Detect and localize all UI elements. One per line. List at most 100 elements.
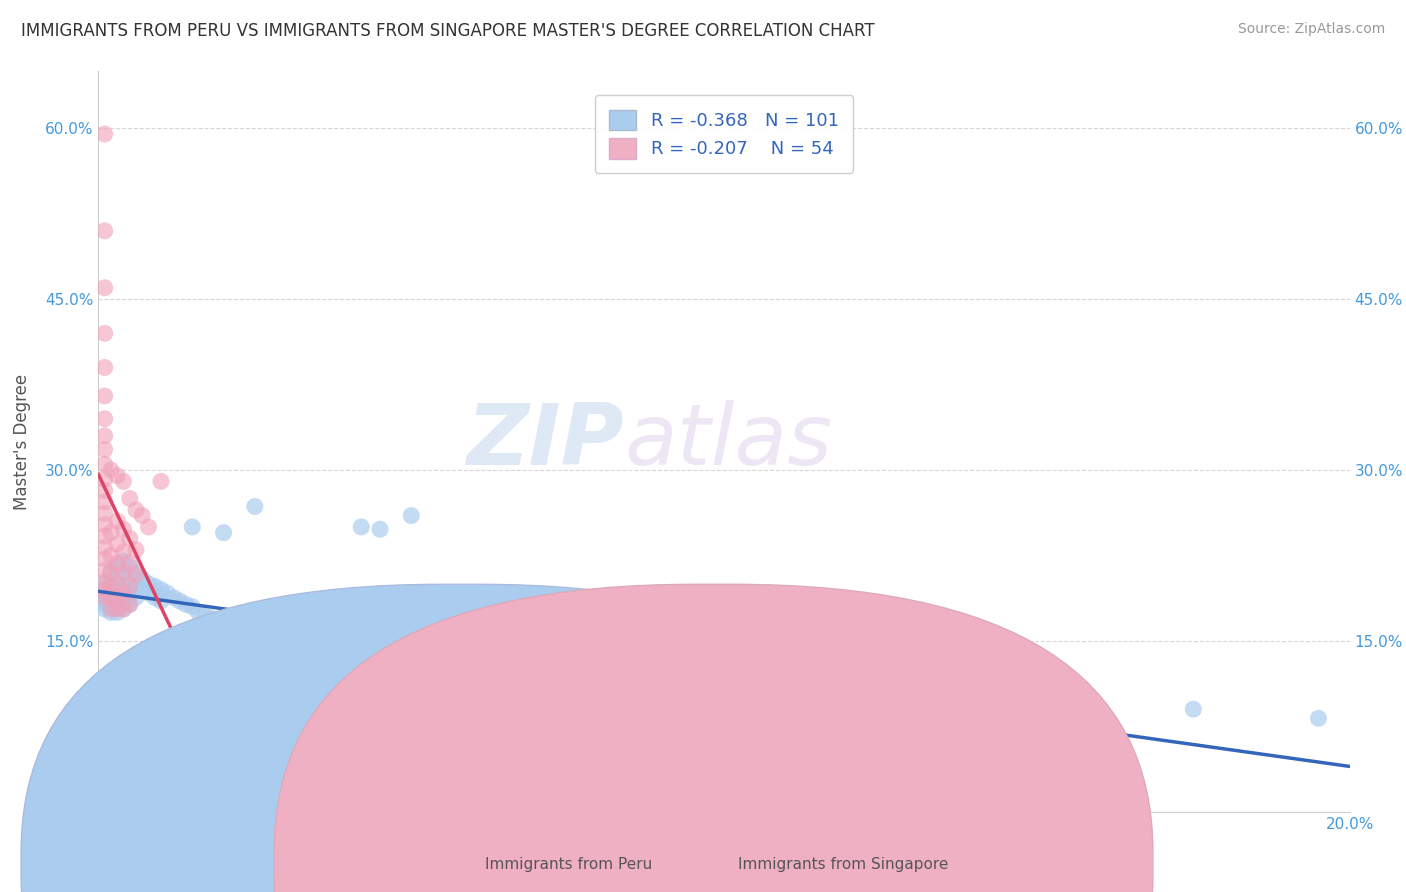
- Point: [337, 640, 360, 654]
- Point: [156, 586, 179, 600]
- Point: [138, 520, 160, 534]
- Point: [162, 633, 184, 648]
- Point: [93, 529, 115, 543]
- Point: [93, 495, 115, 509]
- Point: [93, 582, 115, 597]
- Point: [105, 557, 128, 571]
- Point: [100, 525, 122, 540]
- Point: [93, 541, 115, 555]
- Point: [494, 665, 516, 680]
- Point: [243, 624, 266, 639]
- Point: [1308, 711, 1330, 725]
- Point: [112, 571, 135, 585]
- Point: [93, 602, 115, 616]
- Point: [93, 429, 115, 443]
- Point: [162, 591, 184, 605]
- Point: [118, 577, 141, 591]
- Point: [325, 636, 347, 650]
- Point: [319, 643, 342, 657]
- Point: [125, 566, 148, 580]
- Point: [401, 654, 423, 668]
- Point: [200, 611, 222, 625]
- Point: [425, 651, 447, 665]
- Point: [105, 571, 128, 585]
- Point: [263, 623, 285, 637]
- Point: [112, 475, 135, 489]
- Point: [194, 608, 217, 623]
- Point: [93, 360, 115, 375]
- Point: [105, 606, 128, 620]
- Point: [118, 491, 141, 506]
- Point: [131, 571, 153, 585]
- Point: [100, 606, 122, 620]
- Y-axis label: Master's Degree: Master's Degree: [13, 374, 31, 509]
- Point: [112, 566, 135, 580]
- Point: [93, 591, 115, 605]
- Point: [100, 599, 122, 614]
- Point: [112, 554, 135, 568]
- Point: [93, 458, 115, 472]
- Point: [401, 508, 423, 523]
- Point: [93, 483, 115, 498]
- Point: [131, 508, 153, 523]
- Point: [256, 632, 278, 646]
- Point: [307, 632, 329, 646]
- Text: Immigrants from Singapore: Immigrants from Singapore: [738, 857, 949, 871]
- Point: [150, 594, 173, 608]
- Point: [93, 594, 115, 608]
- Point: [312, 636, 335, 650]
- Text: IMMIGRANTS FROM PERU VS IMMIGRANTS FROM SINGAPORE MASTER'S DEGREE CORRELATION CH: IMMIGRANTS FROM PERU VS IMMIGRANTS FROM …: [21, 22, 875, 40]
- Point: [744, 681, 766, 696]
- Point: [93, 411, 115, 425]
- Text: Source: ZipAtlas.com: Source: ZipAtlas.com: [1237, 22, 1385, 37]
- Point: [100, 549, 122, 563]
- Point: [118, 559, 141, 574]
- Point: [105, 537, 128, 551]
- Point: [93, 472, 115, 486]
- Point: [105, 582, 128, 597]
- Point: [118, 598, 141, 612]
- Point: [218, 620, 240, 634]
- Point: [93, 552, 115, 566]
- Point: [143, 591, 166, 605]
- Point: [100, 602, 122, 616]
- Point: [174, 598, 197, 612]
- Point: [105, 591, 128, 605]
- Point: [93, 506, 115, 520]
- Point: [281, 636, 304, 650]
- Point: [100, 591, 122, 605]
- Point: [169, 594, 191, 608]
- Point: [181, 599, 204, 614]
- Point: [150, 475, 173, 489]
- Point: [274, 632, 298, 646]
- Point: [143, 579, 166, 593]
- Point: [100, 579, 122, 593]
- Point: [350, 520, 373, 534]
- Point: [93, 582, 115, 597]
- Point: [93, 281, 115, 295]
- Point: [575, 670, 598, 684]
- Point: [212, 616, 235, 631]
- Point: [682, 680, 704, 694]
- Point: [112, 602, 135, 616]
- Point: [131, 582, 153, 597]
- Point: [250, 628, 273, 642]
- Point: [287, 628, 309, 642]
- Point: [100, 594, 122, 608]
- Point: [112, 586, 135, 600]
- Point: [463, 662, 485, 676]
- Point: [112, 602, 135, 616]
- Point: [526, 668, 548, 682]
- Point: [588, 673, 610, 688]
- Point: [238, 616, 260, 631]
- Point: [375, 648, 398, 662]
- Point: [225, 623, 247, 637]
- Point: [776, 685, 799, 699]
- Point: [650, 670, 672, 684]
- Point: [475, 657, 498, 671]
- Point: [212, 525, 235, 540]
- Point: [363, 645, 385, 659]
- Point: [243, 500, 266, 514]
- Text: Immigrants from Peru: Immigrants from Peru: [485, 857, 652, 871]
- Point: [1026, 697, 1049, 711]
